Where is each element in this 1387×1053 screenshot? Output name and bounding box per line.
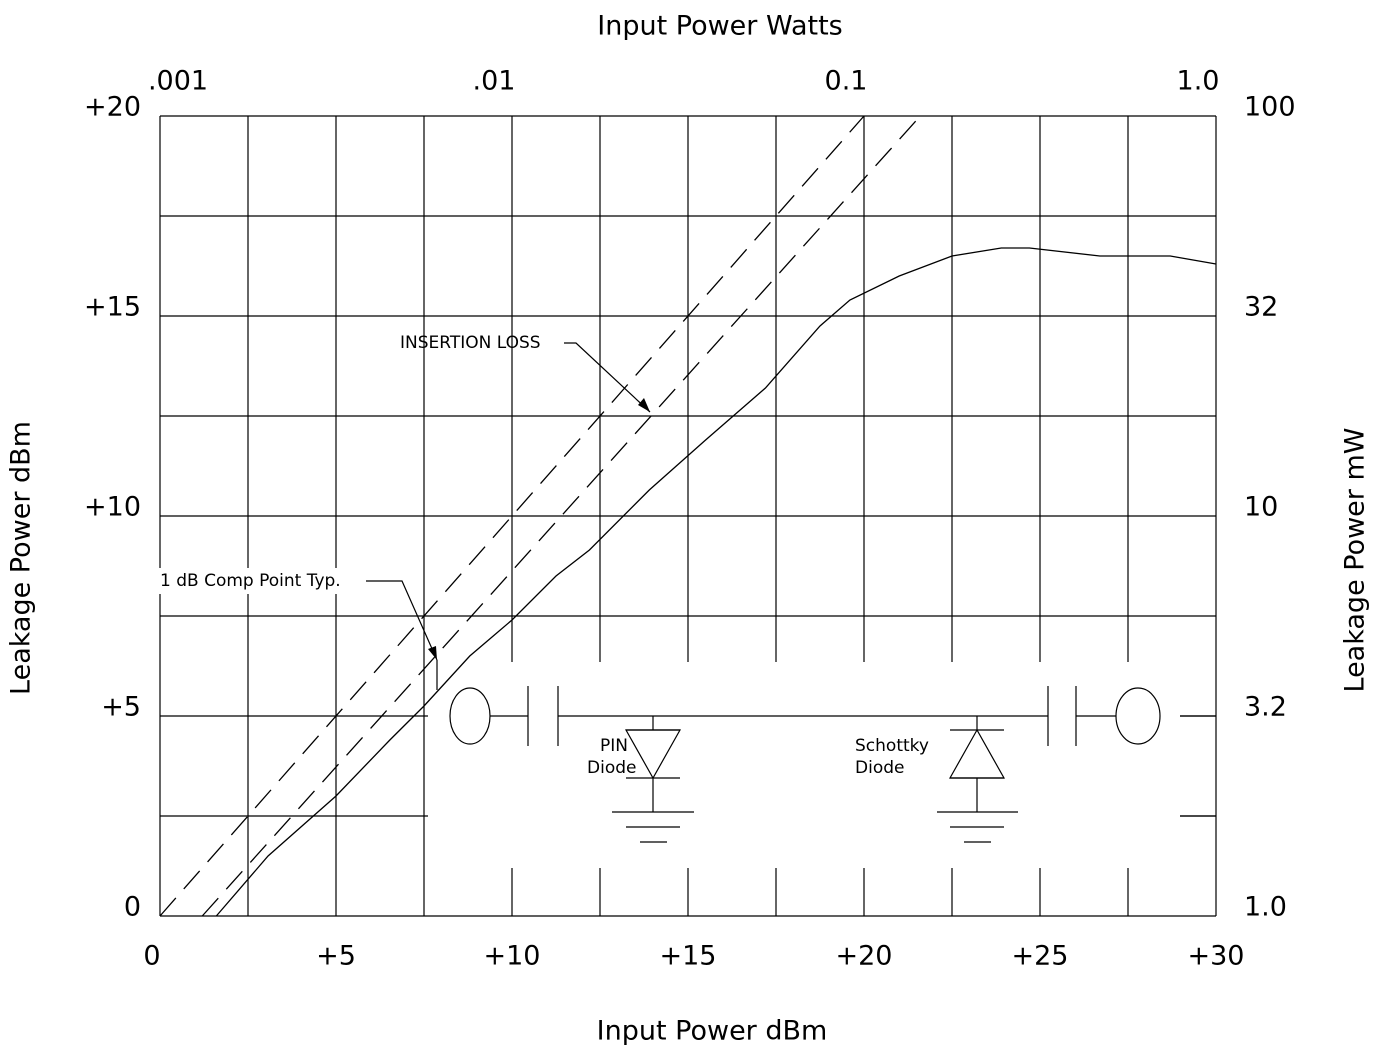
y-tick-label: +15 bbox=[84, 292, 141, 323]
x2-tick-label: 1.0 bbox=[1177, 66, 1220, 97]
y2-tick-label: 100 bbox=[1244, 92, 1296, 123]
y2-tick-label: 10 bbox=[1244, 492, 1278, 523]
leader-line bbox=[366, 580, 438, 661]
annotation: INSERTION LOSS bbox=[400, 333, 541, 353]
arrow-head bbox=[638, 398, 650, 412]
data-line bbox=[215, 247, 1217, 917]
label-background bbox=[157, 568, 362, 594]
x-tick-label: +25 bbox=[1012, 941, 1069, 972]
x-tick-label: +5 bbox=[316, 941, 356, 972]
annotations: INSERTION LOSS 1 dB Comp Point Typ. bbox=[157, 333, 651, 690]
schottky-label: Diode bbox=[855, 758, 904, 778]
y-tick-label: +10 bbox=[84, 492, 141, 523]
x2-axis-label: Input Power Watts bbox=[597, 11, 842, 42]
x2-tick-label: .001 bbox=[148, 66, 208, 97]
y-tick-label: +5 bbox=[101, 692, 141, 723]
y-tick-label: +20 bbox=[84, 92, 141, 123]
pin-label: Diode bbox=[587, 758, 636, 778]
x2-tick-label: .01 bbox=[473, 66, 516, 97]
circuit bbox=[449, 686, 1216, 843]
y2-tick-label: 1.0 bbox=[1244, 892, 1287, 923]
y2-tick-label: 32 bbox=[1244, 292, 1278, 323]
x-axis-label: Input Power dBm bbox=[597, 1016, 828, 1047]
inset-background bbox=[428, 662, 1180, 868]
y2-tick-label: 3.2 bbox=[1244, 692, 1287, 723]
x-tick-label: +15 bbox=[660, 941, 717, 972]
x2-tick-label: 0.1 bbox=[825, 66, 868, 97]
x-tick-label: +30 bbox=[1188, 941, 1245, 972]
x-tick-label: +10 bbox=[484, 941, 541, 972]
x-tick-label: 0 bbox=[143, 941, 160, 972]
y-axis-label: Leakage Power dBm bbox=[6, 421, 37, 695]
annotation: 1 dB Comp Point Typ. bbox=[160, 571, 341, 591]
arrow-head bbox=[428, 646, 437, 660]
y2-axis-label: Leakage Power mW bbox=[1340, 428, 1371, 693]
schematic: PIN Diode Schottky Diode bbox=[428, 662, 1216, 868]
y-tick-label: 0 bbox=[124, 892, 141, 923]
schottky-label: Schottky bbox=[855, 736, 929, 756]
x-tick-label: +20 bbox=[836, 941, 893, 972]
leader-line bbox=[564, 342, 651, 413]
pin-label: PIN bbox=[600, 736, 628, 756]
plot bbox=[159, 115, 1217, 917]
